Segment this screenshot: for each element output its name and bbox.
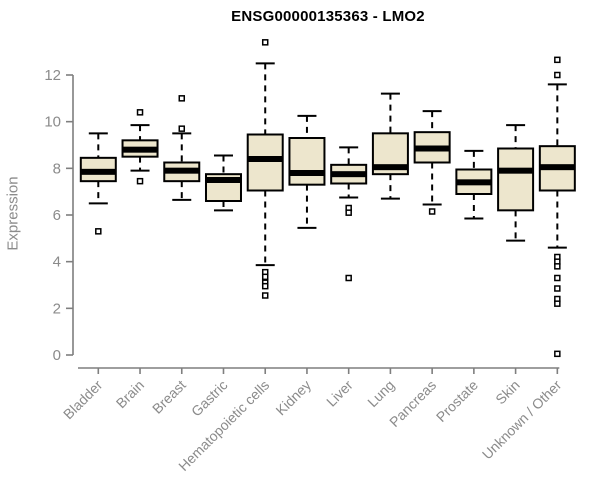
- x-tick-label: Skin: [492, 377, 523, 408]
- outlier-point: [554, 71, 561, 79]
- outlier-point: [554, 56, 561, 64]
- x-tick-label: Unknown / Other: [479, 377, 565, 463]
- median-line: [289, 170, 325, 176]
- outlier-point: [261, 282, 269, 290]
- outlier-point: [554, 285, 561, 292]
- median-line: [80, 168, 116, 175]
- outlier-point: [95, 228, 102, 235]
- outlier-point: [345, 209, 352, 216]
- iqr-box: [288, 137, 326, 186]
- y-tick-label: 6: [53, 207, 61, 224]
- chart-title: ENSG00000135363 - LMO2: [231, 8, 425, 25]
- median-line: [539, 164, 575, 171]
- y-tick-label: 2: [53, 300, 61, 317]
- x-tick-label: Brain: [113, 377, 147, 411]
- y-tick-label: 12: [44, 67, 61, 84]
- median-line: [205, 177, 241, 183]
- outlier-point: [554, 300, 561, 307]
- median-line: [456, 179, 492, 186]
- outlier-point: [261, 292, 269, 299]
- median-line: [414, 145, 450, 152]
- x-tick-label: Kidney: [272, 377, 314, 419]
- outlier-point: [136, 177, 144, 185]
- x-tick-label: Prostate: [433, 377, 481, 425]
- iqr-box: [246, 133, 284, 192]
- outlier-point: [178, 125, 186, 132]
- x-tick-label: Bladder: [60, 377, 106, 423]
- outlier-point: [554, 263, 561, 270]
- median-line: [164, 167, 200, 174]
- y-tick-label: 4: [53, 254, 61, 271]
- outlier-point: [261, 273, 269, 281]
- outlier-point: [136, 109, 144, 116]
- median-line: [122, 146, 158, 153]
- iqr-box: [497, 147, 535, 212]
- x-tick-label: Lung: [364, 377, 397, 410]
- y-tick-label: 0: [53, 347, 61, 364]
- x-tick-label: Liver: [323, 377, 356, 410]
- y-tick-label: 8: [53, 160, 61, 177]
- x-tick-label: Breast: [149, 377, 189, 417]
- median-line: [498, 167, 534, 174]
- median-line: [247, 156, 283, 162]
- median-line: [372, 164, 408, 171]
- y-tick-label: 10: [44, 114, 61, 131]
- outlier-point: [428, 208, 436, 215]
- outlier-point: [554, 350, 561, 358]
- outlier-point: [345, 274, 352, 282]
- outlier-point: [554, 274, 561, 282]
- outlier-point: [178, 95, 186, 102]
- median-line: [331, 171, 367, 178]
- outlier-point: [261, 39, 269, 46]
